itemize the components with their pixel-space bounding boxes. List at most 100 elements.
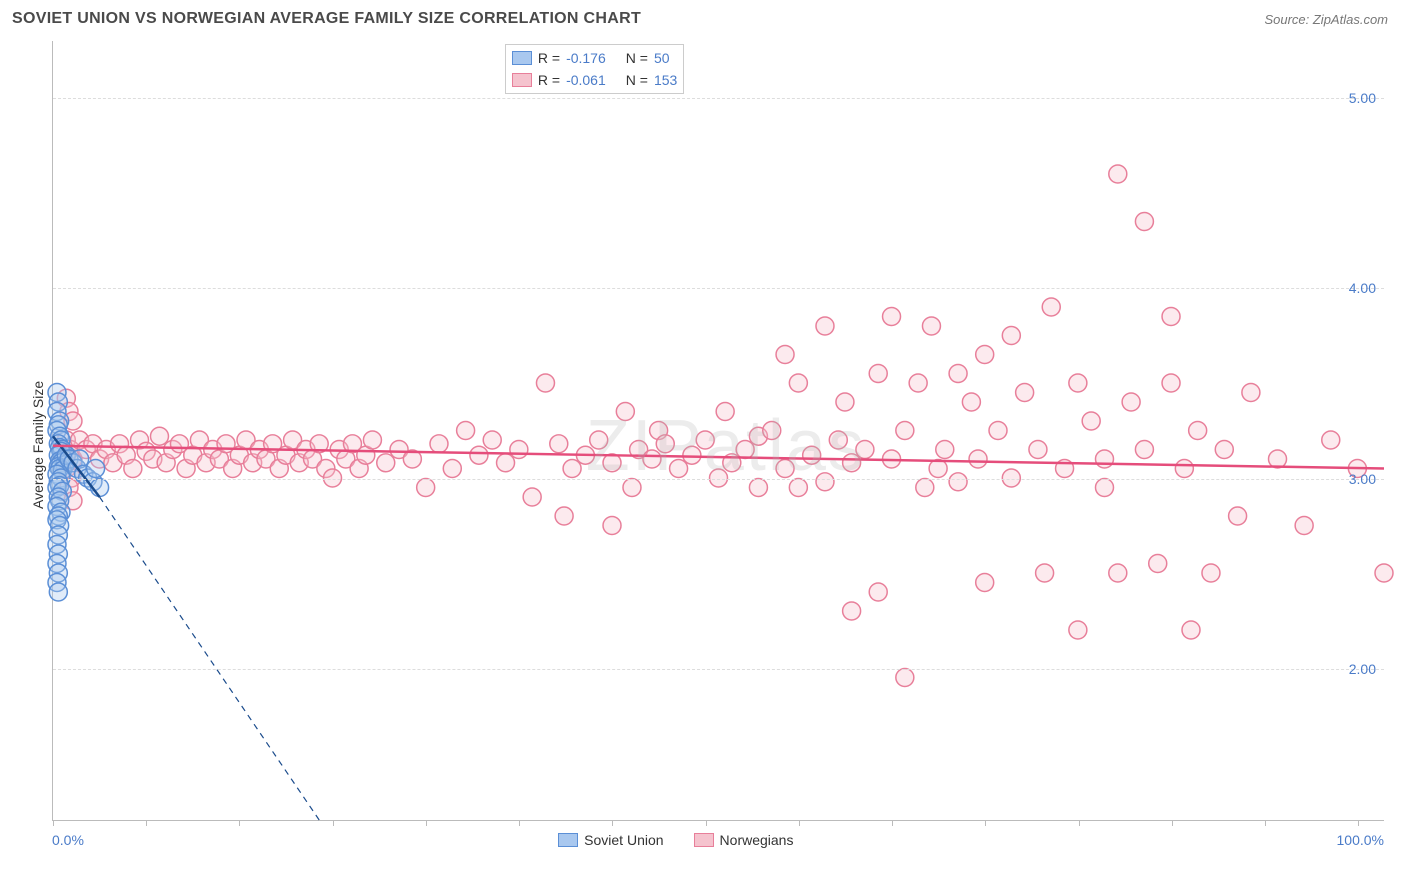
legend-correlation-row: R = -0.176 N = 50 <box>512 47 677 69</box>
data-point <box>470 446 488 464</box>
data-point <box>1109 564 1127 582</box>
data-point <box>623 479 641 497</box>
x-tick <box>612 820 613 826</box>
data-point <box>836 393 854 411</box>
data-point <box>1069 374 1087 392</box>
y-tick-label: 3.00 <box>1349 471 1376 487</box>
n-label: N = <box>626 69 648 91</box>
data-point <box>843 602 861 620</box>
plot-box: ZIPatlas 2.003.004.005.00 <box>52 41 1384 821</box>
data-point <box>616 403 634 421</box>
data-point <box>696 431 714 449</box>
data-point <box>916 479 934 497</box>
data-point <box>377 454 395 472</box>
chart-header: SOVIET UNION VS NORWEGIAN AVERAGE FAMILY… <box>0 0 1406 36</box>
data-point <box>896 422 914 440</box>
legend-series-label: Soviet Union <box>584 832 663 848</box>
data-point <box>643 450 661 468</box>
data-point <box>976 346 994 364</box>
data-point <box>430 435 448 453</box>
data-point <box>763 422 781 440</box>
legend-series-item: Soviet Union <box>558 832 663 848</box>
x-tick <box>333 820 334 826</box>
legend-swatch <box>694 833 714 847</box>
data-point <box>124 460 142 478</box>
x-tick <box>519 820 520 826</box>
data-point <box>590 431 608 449</box>
chart-area: ZIPatlas 2.003.004.005.00 Average Family… <box>12 36 1394 876</box>
data-point <box>789 479 807 497</box>
n-value: 50 <box>654 47 670 69</box>
data-point <box>776 460 794 478</box>
data-point <box>683 446 701 464</box>
data-point <box>949 365 967 383</box>
x-tick <box>1172 820 1173 826</box>
x-tick <box>799 820 800 826</box>
n-value: 153 <box>654 69 677 91</box>
r-value: -0.061 <box>566 69 606 91</box>
data-point <box>1095 450 1113 468</box>
data-point <box>483 431 501 449</box>
data-point <box>1095 479 1113 497</box>
data-point <box>1182 621 1200 639</box>
y-tick-label: 4.00 <box>1349 280 1376 296</box>
data-point <box>1135 441 1153 459</box>
x-tick <box>1265 820 1266 826</box>
n-label: N = <box>626 47 648 69</box>
data-point <box>949 473 967 491</box>
grid-line <box>53 288 1384 289</box>
chart-source: Source: ZipAtlas.com <box>1264 12 1388 27</box>
data-point <box>869 365 887 383</box>
data-point <box>856 441 874 459</box>
x-axis-max-label: 100.0% <box>1337 832 1384 848</box>
data-point <box>510 441 528 459</box>
data-point <box>1375 564 1393 582</box>
data-point <box>976 574 994 592</box>
data-point <box>989 422 1007 440</box>
grid-line <box>53 479 1384 480</box>
x-tick <box>146 820 147 826</box>
legend-swatch <box>558 833 578 847</box>
r-label: R = <box>538 47 560 69</box>
data-point <box>776 346 794 364</box>
data-point <box>363 431 381 449</box>
grid-line <box>53 669 1384 670</box>
scatter-plot <box>53 41 1384 820</box>
r-value: -0.176 <box>566 47 606 69</box>
y-tick-label: 2.00 <box>1349 661 1376 677</box>
data-point <box>1269 450 1287 468</box>
data-point <box>670 460 688 478</box>
data-point <box>789 374 807 392</box>
data-point <box>803 446 821 464</box>
x-tick <box>53 820 54 826</box>
y-tick-label: 5.00 <box>1349 90 1376 106</box>
data-point <box>936 441 954 459</box>
data-point <box>1162 308 1180 326</box>
data-point <box>1202 564 1220 582</box>
x-tick <box>426 820 427 826</box>
data-point <box>1109 165 1127 183</box>
data-point <box>656 435 674 453</box>
data-point <box>909 374 927 392</box>
data-point <box>922 317 940 335</box>
legend-correlation-row: R = -0.061 N = 153 <box>512 69 677 91</box>
data-point <box>736 441 754 459</box>
trend-line-extrapolation <box>100 497 320 820</box>
x-tick <box>1358 820 1359 826</box>
data-point <box>1295 517 1313 535</box>
legend-swatch <box>512 51 532 65</box>
data-point <box>1029 441 1047 459</box>
data-point <box>816 317 834 335</box>
legend-swatch <box>512 73 532 87</box>
data-point <box>816 473 834 491</box>
data-point <box>1189 422 1207 440</box>
data-point <box>87 460 105 478</box>
x-axis-min-label: 0.0% <box>52 832 84 848</box>
data-point <box>417 479 435 497</box>
data-point <box>1229 507 1247 525</box>
data-point <box>1135 213 1153 231</box>
data-point <box>1036 564 1054 582</box>
r-label: R = <box>538 69 560 91</box>
data-point <box>49 583 67 601</box>
data-point <box>457 422 475 440</box>
